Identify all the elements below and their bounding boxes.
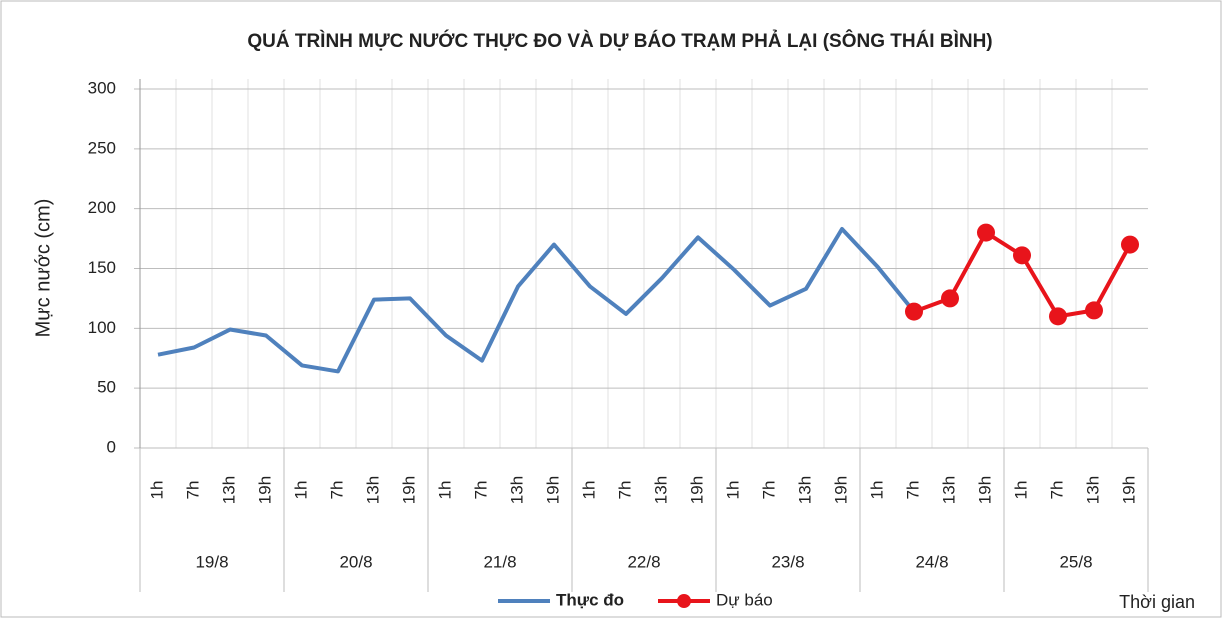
y-axis-label: Mực nước (cm)	[32, 199, 54, 338]
point	[941, 289, 959, 308]
x-tick-label: 1h	[1011, 481, 1030, 500]
x-tick-label: 19h	[687, 476, 706, 504]
x-tick-label: 19h	[255, 476, 274, 504]
x-group-label: 19/8	[195, 552, 228, 571]
x-tick-label: 1h	[723, 481, 742, 500]
x-tick-label: 1h	[579, 481, 598, 500]
x-tick-label: 13h	[795, 476, 814, 504]
legend-label: Thực đo	[556, 590, 624, 609]
point	[1085, 301, 1103, 320]
y-tick-label: 150	[88, 258, 116, 277]
x-group-label: 22/8	[627, 552, 660, 571]
x-tick-label: 13h	[939, 476, 958, 504]
y-tick-label: 200	[88, 198, 116, 217]
x-tick-label: 13h	[651, 476, 670, 504]
x-tick-label: 1h	[435, 481, 454, 500]
x-tick-label: 7h	[903, 481, 922, 500]
point	[1049, 307, 1067, 326]
chart-title: QUÁ TRÌNH MỰC NƯỚC THỰC ĐO VÀ DỰ BÁO TRẠ…	[247, 30, 992, 52]
x-group-label: 24/8	[915, 552, 948, 571]
point	[905, 302, 923, 321]
x-tick-label: 19h	[831, 476, 850, 504]
y-tick-label: 100	[88, 318, 116, 337]
x-tick-label: 19h	[399, 476, 418, 504]
y-tick-label: 0	[107, 437, 116, 456]
x-tick-label: 1h	[147, 481, 166, 500]
x-tick-label: 7h	[183, 481, 202, 500]
y-tick-label: 250	[88, 138, 116, 157]
x-tick-label: 7h	[759, 481, 778, 500]
legend-marker	[677, 594, 691, 608]
point	[1013, 246, 1031, 265]
x-tick-label: 1h	[867, 481, 886, 500]
x-tick-label: 19h	[975, 476, 994, 504]
x-tick-label: 13h	[363, 476, 382, 504]
x-group-label: 23/8	[771, 552, 804, 571]
x-tick-label: 13h	[219, 476, 238, 504]
series-line	[157, 227, 916, 374]
x-group-label: 20/8	[339, 552, 372, 571]
point	[1121, 235, 1139, 254]
x-tick-label: 7h	[471, 481, 490, 500]
legend-label: Dự báo	[716, 590, 773, 609]
x-tick-label: 13h	[507, 476, 526, 504]
x-tick-label: 13h	[1083, 476, 1102, 504]
x-tick-label: 19h	[543, 476, 562, 504]
x-tick-label: 7h	[327, 481, 346, 500]
y-tick-label: 300	[88, 78, 116, 97]
x-axis-label: Thời gian	[1119, 592, 1195, 612]
x-group-label: 21/8	[483, 552, 516, 571]
point	[977, 223, 995, 242]
x-tick-label: 19h	[1119, 476, 1138, 504]
x-tick-label: 7h	[615, 481, 634, 500]
x-tick-label: 7h	[1047, 481, 1066, 500]
x-tick-label: 1h	[291, 481, 310, 500]
y-tick-label: 50	[97, 378, 116, 397]
x-group-label: 25/8	[1059, 552, 1092, 571]
